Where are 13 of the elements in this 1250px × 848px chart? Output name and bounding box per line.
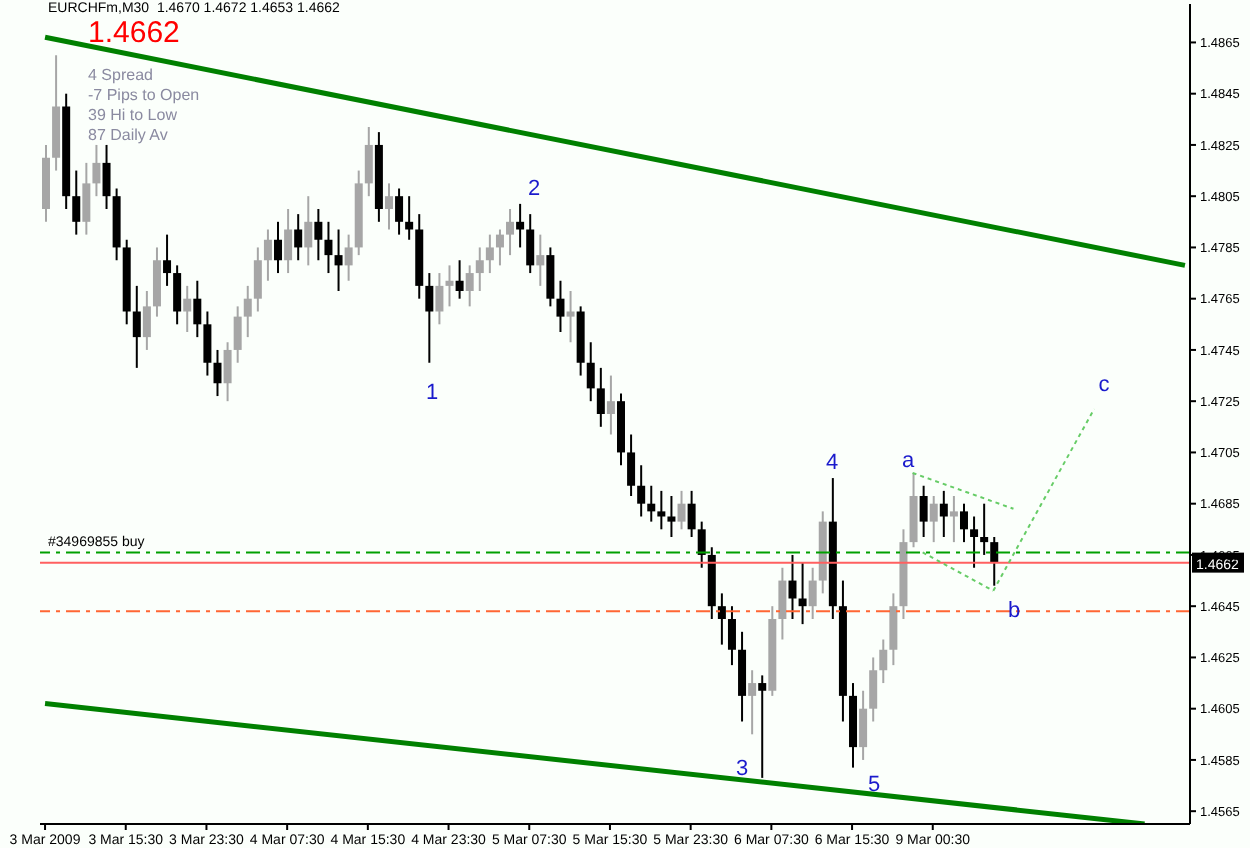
annotation: 1.4662	[88, 16, 180, 50]
annotation: 4 Spread	[88, 66, 153, 84]
annotation: a	[901, 449, 915, 473]
annotation: 5	[867, 773, 881, 797]
annotation: -7 Pips to Open	[88, 86, 200, 104]
annotation: 1	[425, 381, 439, 405]
annotation: 3	[735, 757, 749, 781]
annotation: c	[1098, 373, 1110, 397]
annotation: b	[1007, 599, 1021, 623]
annotation: 39 Hi to Low	[88, 106, 177, 124]
annotation: 87 Daily Av	[88, 126, 168, 144]
annotation: 4	[825, 451, 839, 475]
annotation: 2	[527, 177, 541, 201]
